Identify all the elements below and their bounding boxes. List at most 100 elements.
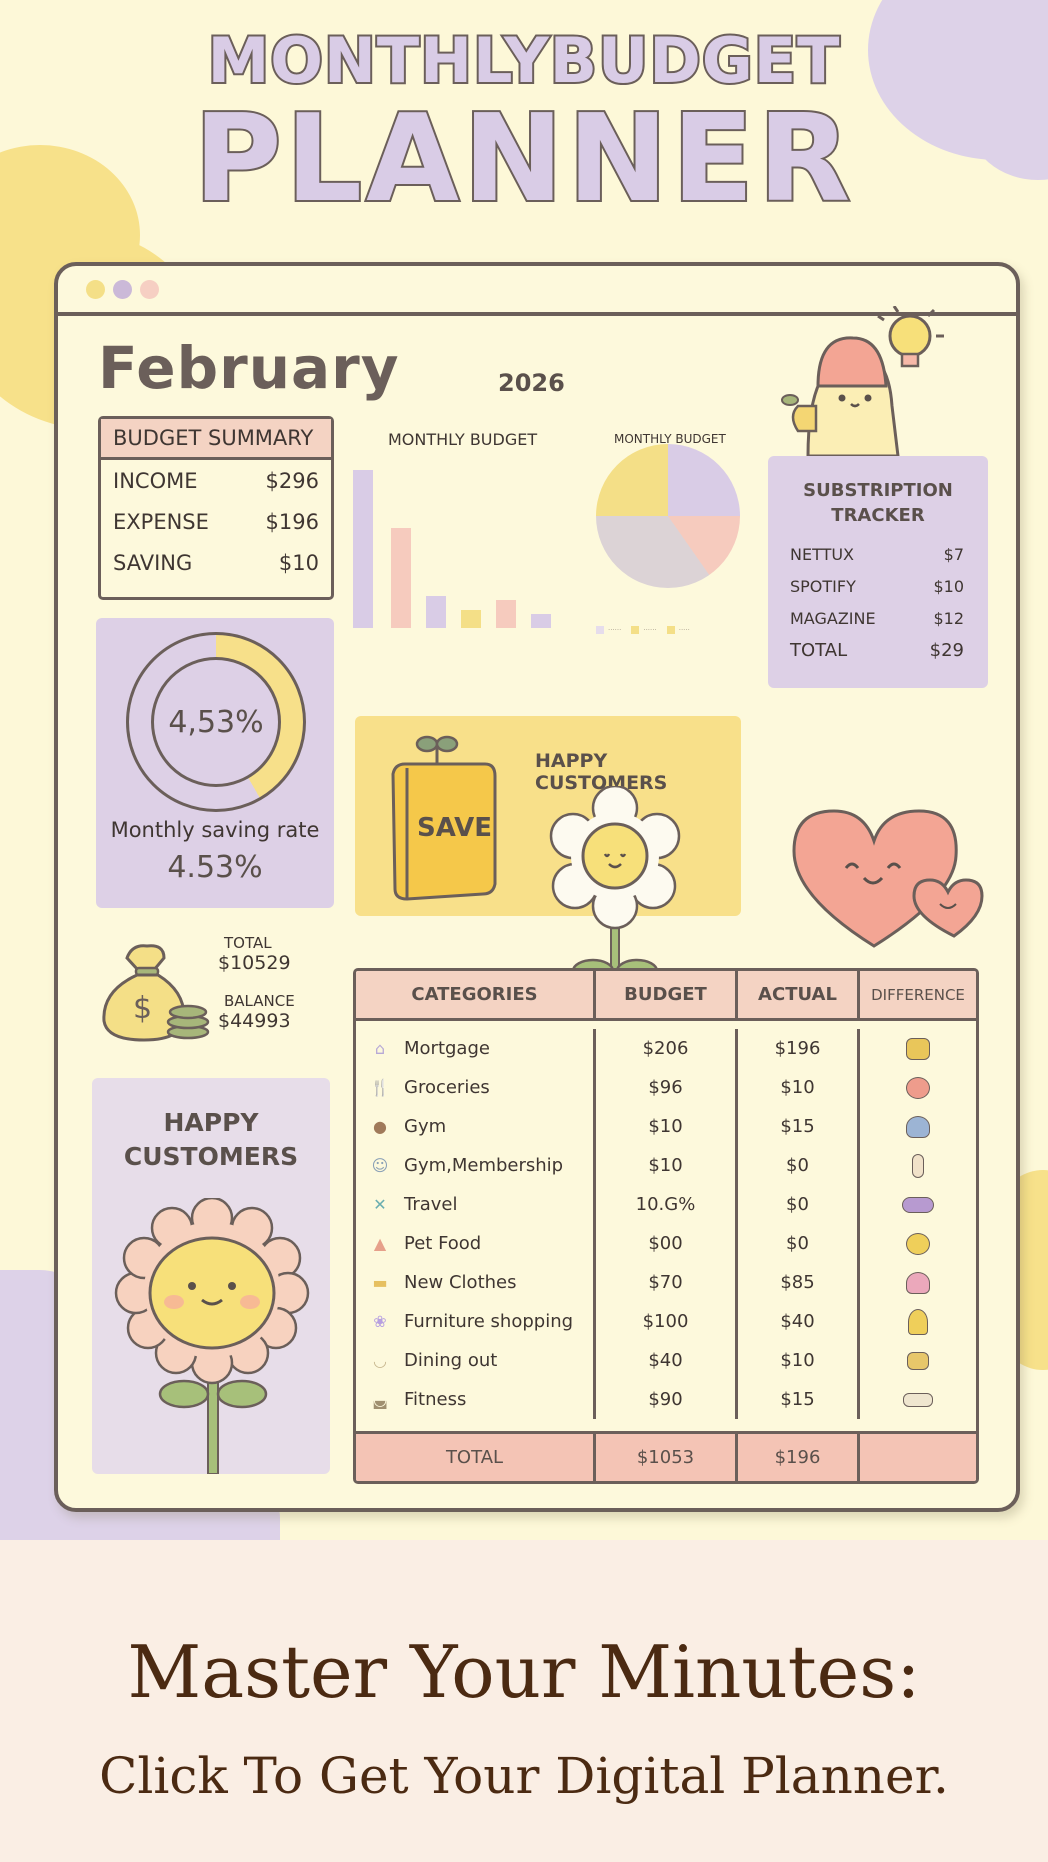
column-header-difference[interactable]: DIFFERENCE [871, 985, 965, 1004]
table-row[interactable]: ❀ Furniture shopping $100 $40 [356, 1302, 976, 1341]
table-row[interactable]: ⌂ Mortgage $206 $196 [356, 1029, 976, 1068]
actual-cell: $10 [738, 1068, 860, 1107]
saving-rate-card: 4,53% Monthly saving rate 4.53% [96, 618, 334, 908]
table-header-row: CATEGORIES BUDGET ACTUAL DIFFERENCE [356, 971, 976, 1021]
bar[interactable] [426, 596, 446, 628]
window-dot-pink[interactable] [140, 279, 159, 299]
category-name: Furniture shopping [404, 1311, 574, 1332]
column-header-actual[interactable]: ACTUAL [738, 971, 860, 1018]
summary-row-saving: SAVING $10 [101, 542, 331, 583]
daisy-flower-icon [549, 786, 681, 987]
summary-row-income: INCOME $296 [101, 460, 331, 501]
table-row[interactable]: ✕ Travel 10.G% $0 [356, 1185, 976, 1224]
table-row[interactable]: ▬ New Clothes $70 $85 [356, 1263, 976, 1302]
actual-cell: $40 [738, 1302, 860, 1341]
table-row[interactable]: 🍴 Groceries $96 $10 [356, 1068, 976, 1107]
subscription-price: $7 [943, 544, 964, 564]
bar[interactable] [531, 614, 551, 628]
window-dot-purple[interactable] [113, 279, 132, 299]
window-title-bar [58, 266, 1016, 316]
month-heading: February [98, 334, 400, 402]
budget-cell: 10.G% [596, 1185, 738, 1224]
bar[interactable] [391, 528, 411, 628]
subscription-name: NETTUX [790, 544, 855, 564]
category-name: Mortgage [404, 1038, 490, 1059]
save-promo-card: SAVE HAPPY CUSTOMERS [355, 716, 741, 987]
column-header-categories[interactable]: CATEGORIES [356, 971, 596, 1018]
summary-value: $10 [278, 550, 319, 575]
page-title: MONTHLYBUDGET PLANNER [0, 24, 1048, 222]
saving-rate-ring: 4,53% [126, 632, 306, 812]
table-total-row: TOTAL $1053 $196 [356, 1431, 976, 1481]
budget-summary-title: BUDGET SUMMARY [101, 419, 331, 460]
fork-spoon-icon: 🍴 [370, 1078, 390, 1097]
category-name: Dining out [404, 1350, 498, 1371]
subscription-price: $10 [933, 576, 964, 596]
column-header-budget[interactable]: BUDGET [596, 971, 738, 1018]
save-book-icon: SAVE [391, 735, 497, 901]
total-label: TOTAL [356, 1434, 596, 1481]
subscription-row: SPOTIFY $10 [768, 570, 988, 602]
subscription-title: SUBSTRIPTION TRACKER [768, 478, 988, 528]
budget-cell: $40 [596, 1341, 738, 1380]
cta-banner[interactable] [0, 1540, 1048, 1862]
total-actual: $196 [738, 1434, 860, 1481]
table-row[interactable]: ☺ Gym,Membership $10 $0 [356, 1146, 976, 1185]
subscription-row: NETTUX $7 [768, 538, 988, 570]
difference-sticker-icon [912, 1153, 924, 1178]
save-card-title: HAPPY CUSTOMERS [535, 750, 668, 794]
difference-sticker-icon [906, 1037, 930, 1060]
category-name: Groceries [404, 1077, 490, 1098]
table-row[interactable]: ◡ Dining out $40 $10 [356, 1341, 976, 1380]
table-row[interactable]: ● Gym $10 $15 [356, 1107, 976, 1146]
budget-cell: $10 [596, 1146, 738, 1185]
happy-customers-title: HAPPY CUSTOMERS [92, 1106, 330, 1174]
cta-headline[interactable]: Master Your Minutes: [127, 1630, 921, 1714]
legend-item: ······ [631, 626, 657, 634]
cake-icon: ● [373, 1117, 387, 1136]
year-label: 2026 [498, 369, 565, 397]
total-difference [860, 1434, 976, 1481]
total-budget: $1053 [596, 1434, 738, 1481]
subscription-name: SPOTIFY [790, 576, 856, 596]
money-bag-icon: $ [102, 944, 210, 1042]
svg-text:$: $ [133, 991, 152, 1026]
category-name: New Clothes [404, 1272, 517, 1293]
table-row[interactable]: ◛ Fitness $90 $15 [356, 1380, 976, 1419]
saving-rate-label: Monthly saving rate [110, 818, 320, 842]
window-dot-yellow[interactable] [86, 279, 105, 299]
budget-cell: $90 [596, 1380, 738, 1419]
balance-value: $44993 [218, 1010, 291, 1032]
pie-chart-title: MONTHLY BUDGET [614, 432, 726, 446]
pie-chart[interactable] [596, 444, 740, 588]
actual-cell: $15 [738, 1380, 860, 1419]
totals-block: TOTAL $10529 BALANCE $44993 [218, 934, 295, 1050]
legend-item: ····· [666, 626, 690, 634]
category-name: Pet Food [404, 1233, 482, 1254]
cta-subline-link[interactable]: Click To Get Your Digital Planner. [99, 1747, 949, 1805]
happy-title-line-1: HAPPY [163, 1108, 259, 1137]
difference-sticker-icon [906, 1271, 930, 1294]
actual-cell: $85 [738, 1263, 860, 1302]
smiling-hearts-icon [792, 809, 984, 948]
total-label: TOTAL [224, 934, 272, 952]
actual-cell: $0 [738, 1224, 860, 1263]
saving-rate-value: 4.53% [167, 850, 263, 885]
budget-cell: $10 [596, 1107, 738, 1146]
title-line-1: MONTHLYBUDGET [206, 24, 842, 97]
basket-icon: ◛ [372, 1390, 388, 1409]
bow-icon: ✕ [373, 1195, 387, 1214]
budget-cell: $100 [596, 1302, 738, 1341]
subscription-total-label: TOTAL [790, 639, 848, 661]
subscription-title-line-2: TRACKER [831, 505, 925, 527]
bar[interactable] [496, 600, 516, 628]
difference-sticker-icon [906, 1232, 930, 1255]
table-row[interactable]: ▲ Pet Food $00 $0 [356, 1224, 976, 1263]
bar[interactable] [461, 610, 481, 628]
bar[interactable] [353, 470, 373, 628]
actual-cell: $0 [738, 1185, 860, 1224]
summary-value: $196 [265, 509, 319, 534]
birdhouse-icon: ▲ [373, 1234, 387, 1253]
difference-sticker-icon [902, 1196, 934, 1213]
budget-cell: $00 [596, 1224, 738, 1263]
